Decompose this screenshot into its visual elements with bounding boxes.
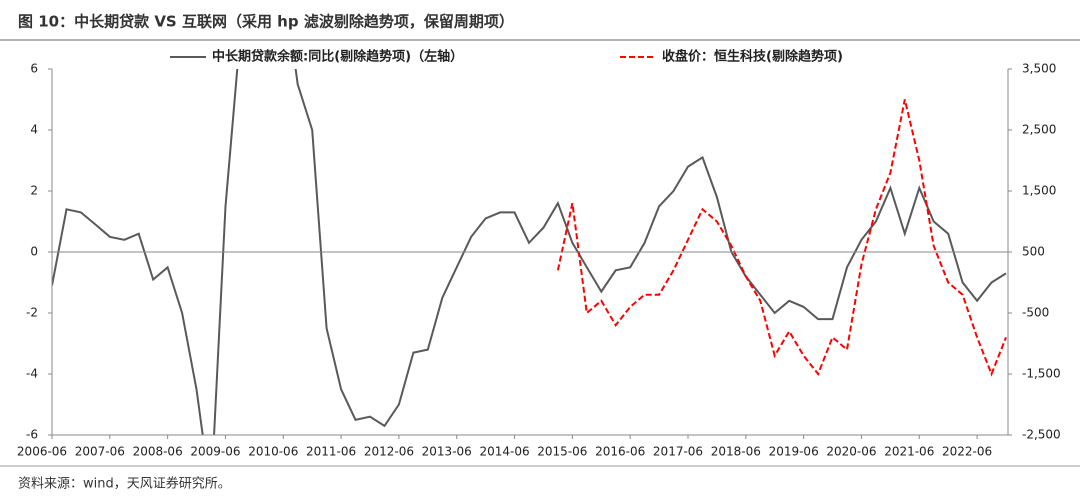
x-tick-label: 2022-06 — [942, 445, 992, 459]
y2-tick-label: 1,500 — [1022, 184, 1056, 198]
x-tick-label: 2011-06 — [306, 445, 356, 459]
x-tick-label: 2009-06 — [190, 445, 240, 459]
x-tick-label: 2014-06 — [479, 445, 529, 459]
x-tick-label: 2015-06 — [537, 445, 587, 459]
y2-tick-label: 3,500 — [1022, 62, 1056, 76]
x-tick-label: 2006-06 — [17, 445, 67, 459]
x-tick-label: 2020-06 — [826, 445, 876, 459]
legend-label: 中长期贷款余额:同比(剔除趋势项)（左轴） — [212, 49, 463, 65]
x-tick-label: 2013-06 — [422, 445, 472, 459]
x-tick-label: 2016-06 — [595, 445, 645, 459]
x-tick-label: 2008-06 — [133, 445, 183, 459]
y-tick-label: 6 — [30, 62, 38, 76]
plot-area — [52, 69, 1007, 435]
source: 资料来源：wind，天风证券研究所。 — [18, 476, 231, 492]
y2-tick-label: -2,500 — [1022, 428, 1061, 442]
x-tick-label: 2018-06 — [711, 445, 761, 459]
legend-label: 收盘价：恒生科技(剔除趋势项) — [662, 49, 843, 65]
y-tick-label: 2 — [30, 184, 38, 198]
y2-tick-label: 2,500 — [1022, 123, 1056, 137]
x-tick-label: 2012-06 — [364, 445, 414, 459]
y-tick-label: 0 — [30, 245, 38, 259]
x-tick-label: 2017-06 — [653, 445, 703, 459]
x-tick-label: 2007-06 — [75, 445, 125, 459]
chart-title: 图 10：中长期贷款 VS 互联网（采用 hp 滤波剔除趋势项，保留周期项） — [18, 13, 514, 31]
y-tick-label: 4 — [30, 123, 38, 137]
series-line — [556, 99, 1007, 377]
y-tick-label: -4 — [26, 367, 38, 381]
series-line — [52, 69, 1007, 435]
y2-tick-label: -500 — [1022, 306, 1049, 320]
x-tick-label: 2010-06 — [248, 445, 298, 459]
y2-tick-label: -1,500 — [1022, 367, 1061, 381]
y-tick-label: -2 — [26, 306, 38, 320]
y-tick-label: -6 — [26, 428, 38, 442]
y2-tick-label: 500 — [1022, 245, 1045, 259]
x-tick-label: 2019-06 — [769, 445, 819, 459]
x-tick-label: 2021-06 — [884, 445, 934, 459]
